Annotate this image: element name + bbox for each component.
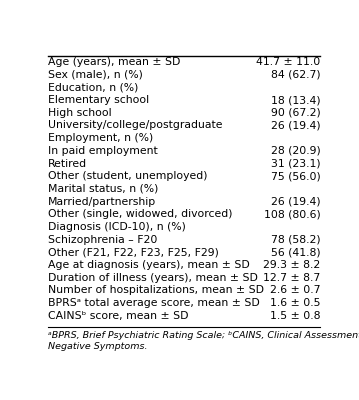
Text: Diagnosis (ICD-10), n (%): Diagnosis (ICD-10), n (%) <box>48 222 186 232</box>
Text: 78 (58.2): 78 (58.2) <box>271 235 320 245</box>
Text: High school: High school <box>48 108 111 118</box>
Text: 41.7 ± 11.0: 41.7 ± 11.0 <box>256 57 320 67</box>
Text: University/college/postgraduate: University/college/postgraduate <box>48 120 222 130</box>
Text: 90 (67.2): 90 (67.2) <box>271 108 320 118</box>
Text: 18 (13.4): 18 (13.4) <box>271 95 320 105</box>
Text: BPRSᵃ total average score, mean ± SD: BPRSᵃ total average score, mean ± SD <box>48 298 260 308</box>
Text: CAINSᵇ score, mean ± SD: CAINSᵇ score, mean ± SD <box>48 311 188 321</box>
Text: Duration of illness (years), mean ± SD: Duration of illness (years), mean ± SD <box>48 273 257 283</box>
Text: 12.7 ± 8.7: 12.7 ± 8.7 <box>263 273 320 283</box>
Text: Marital status, n (%): Marital status, n (%) <box>48 184 158 194</box>
Text: Employment, n (%): Employment, n (%) <box>48 133 153 143</box>
Text: 1.6 ± 0.5: 1.6 ± 0.5 <box>270 298 320 308</box>
Text: Sex (male), n (%): Sex (male), n (%) <box>48 70 143 80</box>
Text: 108 (80.6): 108 (80.6) <box>264 209 320 219</box>
Text: Other (F21, F22, F23, F25, F29): Other (F21, F22, F23, F25, F29) <box>48 247 219 257</box>
Text: 26 (19.4): 26 (19.4) <box>271 120 320 130</box>
Text: Number of hospitalizations, mean ± SD: Number of hospitalizations, mean ± SD <box>48 286 264 296</box>
Text: 84 (62.7): 84 (62.7) <box>271 70 320 80</box>
Text: 75 (56.0): 75 (56.0) <box>271 171 320 181</box>
Text: 56 (41.8): 56 (41.8) <box>271 247 320 257</box>
Text: 28 (20.9): 28 (20.9) <box>271 146 320 156</box>
Text: 1.5 ± 0.8: 1.5 ± 0.8 <box>270 311 320 321</box>
Text: Other (student, unemployed): Other (student, unemployed) <box>48 171 207 181</box>
Text: Negative Symptoms.: Negative Symptoms. <box>48 342 147 351</box>
Text: Other (single, widowed, divorced): Other (single, widowed, divorced) <box>48 209 232 219</box>
Text: 2.6 ± 0.7: 2.6 ± 0.7 <box>270 286 320 296</box>
Text: 29.3 ± 8.2: 29.3 ± 8.2 <box>263 260 320 270</box>
Text: Age (years), mean ± SD: Age (years), mean ± SD <box>48 57 180 67</box>
Text: Education, n (%): Education, n (%) <box>48 82 138 92</box>
Text: Age at diagnosis (years), mean ± SD: Age at diagnosis (years), mean ± SD <box>48 260 250 270</box>
Text: In paid employment: In paid employment <box>48 146 157 156</box>
Text: Schizophrenia – F20: Schizophrenia – F20 <box>48 235 157 245</box>
Text: Elementary school: Elementary school <box>48 95 149 105</box>
Text: Retired: Retired <box>48 158 87 168</box>
Text: 26 (19.4): 26 (19.4) <box>271 196 320 206</box>
Text: 31 (23.1): 31 (23.1) <box>271 158 320 168</box>
Text: Married/partnership: Married/partnership <box>48 196 156 206</box>
Text: ᵃBPRS, Brief Psychiatric Rating Scale; ᵇCAINS, Clinical Assessment Interview for: ᵃBPRS, Brief Psychiatric Rating Scale; ᵇ… <box>48 331 359 340</box>
